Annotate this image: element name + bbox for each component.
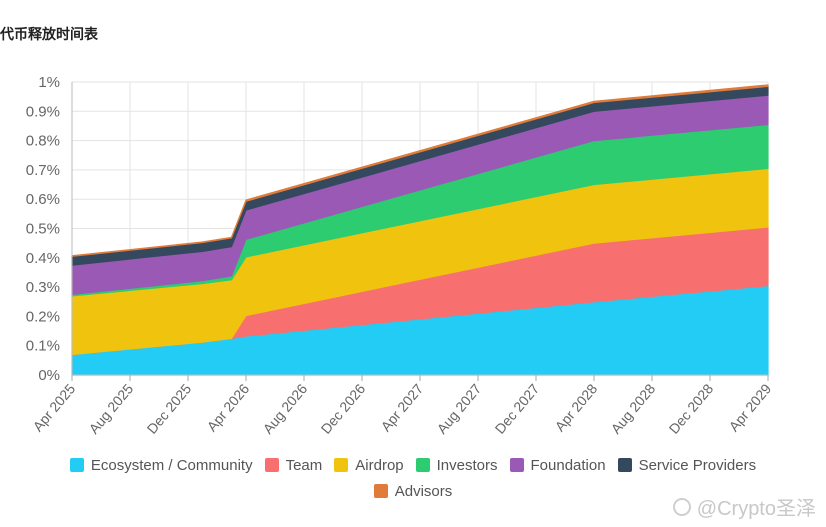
legend-swatch [334,458,349,472]
weibo-icon [672,497,691,516]
legend-item[interactable]: Investors [415,456,498,474]
legend-item[interactable]: Advisors [373,482,453,500]
legend-label: Ecosystem / Community [90,456,253,474]
legend-item[interactable]: Foundation [509,456,606,474]
legend-label: Foundation [530,456,606,474]
x-tick-label: Aug 2026 [260,380,311,436]
x-tick-label: Apr 2027 [378,380,427,434]
area-series [71,84,769,257]
x-tick-label: Dec 2026 [318,380,369,436]
legend-swatch [264,458,279,472]
x-tick-label: Apr 2028 [552,380,601,434]
legend-swatch [373,484,388,498]
y-tick-label: 1% [38,74,60,91]
x-tick-label: Aug 2027 [434,380,485,436]
y-tick-label: 0.7% [26,162,60,179]
y-tick-label: 0.6% [26,191,60,208]
legend-swatch [415,458,430,472]
legend-swatch [509,458,524,472]
watermark-text: @Crypto圣泽 [696,498,816,520]
area-chart: 0% 0.1% 0.2% 0.3% 0.4% 0.5% 0.6% 0.7% 0.8% 0.9% 1%… [26,74,775,437]
y-tick-label: 0.4% [26,250,60,267]
legend-label: Airdrop [355,456,404,474]
chart-title: 代币释放时间表 [0,27,98,43]
x-tick-label: Dec 2025 [144,380,195,436]
y-tick-label: 0.1% [26,338,60,355]
y-tick-label: 0.2% [26,308,60,325]
legend-swatch [617,458,632,472]
legend-row: Advisors [0,478,826,504]
y-tick-label: 0% [38,367,60,384]
chart-legend: Ecosystem / Community Team Airdrop Investor… [0,452,826,504]
x-tick-label: Dec 2027 [492,380,543,436]
watermark: @Crypto圣泽 [672,492,816,521]
legend-item[interactable]: Airdrop [334,456,404,474]
y-tick-label: 0.8% [26,133,60,150]
y-tick-label: 0.5% [26,221,60,238]
x-tick-label: Apr 2025 [30,380,79,434]
legend-label: Investors [436,456,498,474]
x-tick-label: Aug 2025 [86,380,137,436]
legend-label: Team [285,456,323,474]
legend-item[interactable]: Service Providers [617,456,757,474]
legend-label: Advisors [394,482,453,500]
legend-item[interactable]: Ecosystem / Community [69,456,253,474]
x-tick-label: Aug 2028 [608,380,659,436]
x-tick-label: Apr 2029 [726,380,775,434]
y-tick-label: 0.3% [26,279,60,296]
legend-label: Service Providers [638,456,757,474]
y-tick-label: 0.9% [26,103,60,120]
legend-item[interactable]: Team [264,456,323,474]
legend-swatch [69,458,84,472]
legend-row: Ecosystem / Community Team Airdrop Investor… [0,452,826,478]
x-tick-label: Apr 2026 [204,380,253,434]
x-tick-label: Dec 2028 [666,380,717,436]
